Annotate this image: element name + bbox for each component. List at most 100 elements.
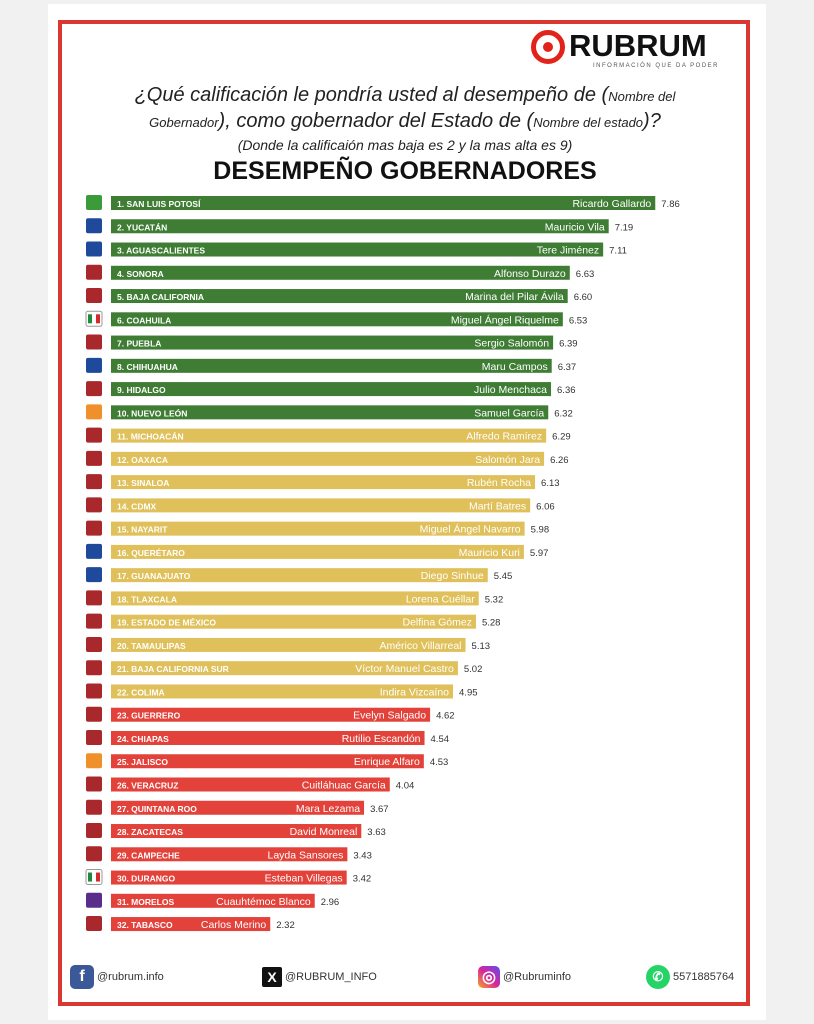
bar	[111, 800, 365, 815]
bar-value-label: 5.97	[530, 548, 549, 559]
bar-state-label: 30. DURANGO	[117, 874, 175, 884]
chart-title: DESEMPEÑO GOBERNADORES	[213, 157, 597, 185]
bar-value-label: 5.45	[494, 571, 513, 582]
bar	[111, 637, 466, 652]
bar-value-label: 6.06	[536, 501, 555, 512]
bar-governor-label: Cuauhtémoc Blanco	[216, 896, 311, 908]
bar-governor-label: Rutilio Escandón	[342, 733, 421, 745]
red-frame	[58, 20, 750, 1006]
question-text: ¿Qué calificación le pondría usted al de…	[134, 84, 609, 106]
instagram-icon: ◎	[478, 966, 500, 988]
bar-value-label: 3.63	[367, 827, 386, 838]
question-note: (Donde la calificaión mas baja es 2 y la…	[237, 137, 573, 153]
bar-governor-label: Cuitláhuac García	[302, 780, 386, 792]
bar-value-label: 4.95	[459, 687, 478, 698]
bar	[111, 382, 552, 397]
bar-value-label: 6.26	[550, 455, 569, 466]
bar-state-label: 25. JALISCO	[117, 757, 168, 767]
footer-whatsapp[interactable]: ✆ 5571885764	[646, 962, 734, 992]
bar-state-label: 4. SONORA	[117, 269, 164, 279]
bar	[111, 661, 458, 676]
bar-value-label: 6.39	[559, 339, 578, 350]
bar-governor-label: Américo Villarreal	[379, 640, 461, 652]
bar-governor-label: Julio Menchaca	[474, 384, 547, 396]
morena-party-icon	[86, 288, 102, 304]
bar	[111, 917, 271, 932]
question-small: Nombre del estado	[533, 115, 644, 130]
brand-name: RUBRUM	[569, 28, 707, 63]
bar-value-label: 5.32	[485, 594, 504, 605]
bar-governor-label: Layda Sansores	[267, 849, 343, 861]
footer-x[interactable]: X @RUBRUM_INFO	[262, 962, 377, 992]
bar	[111, 289, 568, 304]
bar-state-label: 21. BAJA CALIFORNIA SUR	[117, 664, 229, 674]
footer-facebook[interactable]: f @rubrum.info	[70, 962, 164, 992]
bar-state-label: 6. COAHUILA	[117, 315, 171, 325]
instagram-handle: @Rubruminfo	[503, 971, 572, 983]
rubrum-target-icon	[531, 30, 565, 64]
bar-state-label: 8. CHIHUAHUA	[117, 362, 178, 372]
bar-value-label: 7.11	[609, 246, 627, 257]
morena-party-icon	[86, 427, 102, 443]
bar-governor-label: Alfonso Durazo	[494, 268, 566, 280]
question-line-1: ¿Qué calificación le pondría usted al de…	[60, 84, 750, 107]
bar-value-label: 6.63	[576, 269, 595, 280]
bar-governor-label: Mauricio Kuri	[459, 547, 520, 559]
pan-party-icon	[86, 543, 102, 559]
bar	[111, 335, 554, 350]
bar-state-label: 20. TAMAULIPAS	[117, 641, 186, 651]
bar-value-label: 6.29	[552, 432, 571, 443]
bar	[111, 544, 524, 559]
morena-party-icon	[86, 799, 102, 815]
pan-party-icon	[86, 357, 102, 373]
bar-value-label: 4.04	[396, 781, 415, 792]
morena-party-icon	[86, 334, 102, 350]
bar-governor-label: Diego Sinhue	[421, 570, 484, 582]
bar-state-label: 27. QUINTANA ROO	[117, 804, 197, 814]
bar-state-label: 3. AGUASCALIENTES	[117, 246, 205, 256]
bar-governor-label: Mara Lezama	[296, 803, 360, 815]
bar	[111, 312, 563, 327]
bar-governor-label: Esteban Villegas	[265, 873, 343, 885]
bar	[111, 521, 525, 536]
facebook-icon: f	[70, 965, 94, 989]
bar-governor-label: Alfredo Ramírez	[466, 431, 542, 443]
bar-state-label: 7. PUEBLA	[117, 339, 161, 349]
bar-state-label: 9. HIDALGO	[117, 385, 166, 395]
bar-value-label: 4.54	[431, 734, 450, 745]
bar-value-label: 6.37	[558, 362, 577, 373]
bar-value-label: 3.43	[353, 850, 372, 861]
bar	[111, 684, 454, 699]
bar-governor-label: Enrique Alfaro	[354, 756, 420, 768]
mc-party-icon	[86, 404, 102, 420]
bar-value-label: 5.28	[482, 618, 501, 629]
morena-party-icon	[86, 381, 102, 397]
bar-state-label: 13. SINALOA	[117, 478, 169, 488]
bar	[111, 428, 547, 443]
rubrum-logo: RUBRUM INFORMACIÓN QUE DA PODER	[531, 28, 736, 72]
bar-value-label: 2.96	[321, 897, 340, 908]
morena-party-icon	[86, 683, 102, 699]
bar-governor-label: Rubén Rocha	[467, 477, 531, 489]
whatsapp-number: 5571885764	[673, 971, 735, 983]
question-small: Nombre del	[608, 89, 676, 104]
question-text: )?	[643, 110, 661, 132]
morena-party-icon	[86, 613, 102, 629]
footer-instagram[interactable]: ◎ @Rubruminfo	[478, 962, 571, 992]
bar-governor-label: Ricardo Gallardo	[572, 198, 651, 210]
bar-governor-label: Sergio Salomón	[474, 338, 549, 350]
bar	[111, 498, 531, 513]
bar	[111, 358, 552, 373]
pri-stripe-red	[96, 314, 100, 324]
morena-party-icon	[86, 520, 102, 536]
question-small: Gobernador	[149, 115, 219, 130]
pri-stripe-red	[96, 872, 100, 882]
mc-party-icon	[86, 753, 102, 769]
morena-party-icon	[86, 450, 102, 466]
morena-party-icon	[86, 916, 102, 932]
whatsapp-icon: ✆	[646, 965, 670, 989]
bar	[111, 475, 536, 490]
bar-state-label: 29. CAMPECHE	[117, 850, 180, 860]
bar-value-label: 7.19	[615, 222, 634, 233]
bar-governor-label: Víctor Manuel Castro	[355, 663, 454, 675]
